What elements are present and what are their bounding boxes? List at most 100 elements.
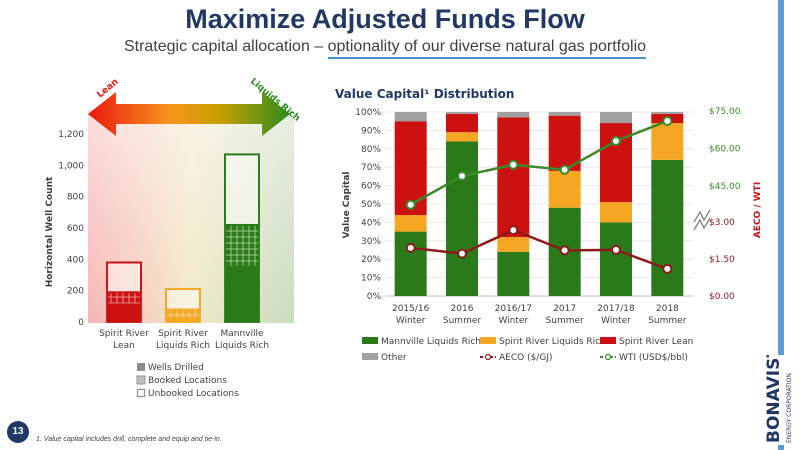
right-y-tick-label: 80% [361, 145, 381, 155]
left-category-label: Liquids Rich [156, 341, 210, 351]
aeco-line [410, 228, 668, 271]
aeco-point [611, 244, 621, 255]
bar-outline [165, 288, 201, 323]
right-secondary-axis: $45.00 $60.00 $75.00 $0.00 $1.50 $3.00 [709, 107, 741, 302]
right-y-tick-label: 30% [361, 237, 381, 247]
bar-other [600, 112, 632, 124]
left-y-tick-label: 200 [67, 287, 84, 297]
right-category-label: Summer [546, 316, 584, 326]
right-category-labels: 2015/16 Winter 2016 Summer 2016/17 Winter 2017… [392, 304, 687, 326]
legend-label-aeco-gj: AECO ($/GJ) [499, 353, 552, 363]
wti-point [559, 164, 570, 175]
bar-mannville-liquids-rich [497, 251, 530, 296]
left-y-tick-label: 600 [67, 224, 84, 234]
bar-booked-locations [107, 292, 141, 304]
bar-other [497, 112, 530, 118]
bar-mannville-liquids-rich [651, 159, 684, 296]
bar-wells-drilled [166, 317, 200, 322]
right-category-label: 2017/18 [597, 304, 635, 314]
bar-other [651, 112, 684, 114]
left-y-tick-label: 1,200 [58, 130, 84, 140]
bar-spirit-river-lean [548, 115, 581, 171]
bar-outline [106, 261, 142, 323]
left-category-label: Spirit River [158, 329, 208, 339]
right-y-tick-label: 100% [355, 108, 381, 118]
aeco-point [508, 225, 519, 236]
right-category-label: Winter [396, 316, 426, 326]
logo-wordmark: BONAVISTA [764, 355, 784, 443]
legend-label-booked: Booked Locations [148, 376, 227, 386]
bar-spirit-river-lean [446, 113, 478, 133]
bar-mannville-liquids-rich [446, 141, 478, 296]
wti-point [405, 199, 416, 210]
bar-other [394, 112, 427, 122]
right-category-label: Winter [601, 316, 631, 326]
bonavista-logo: BONAVISTA ENERGY CORPORATION [754, 355, 798, 445]
bar-spirit-river-lean [497, 117, 530, 238]
left-y-axis: 0 200 400 600 800 1,000 1,200 [58, 130, 84, 328]
right-y-tick-label: 10% [361, 274, 381, 284]
right-y-tick-label: 70% [361, 163, 381, 173]
aeco-tick-label: $1.50 [709, 255, 735, 265]
bar-spirit-river-liquids-rich [497, 237, 530, 252]
bar-mannville-liquids-rich [394, 231, 427, 296]
bar-booked-locations [225, 224, 259, 266]
bar-outline [224, 153, 260, 323]
right-y-axis-title: Value Capital [342, 172, 352, 239]
legend-label-wti-usd-bbl: WTI (USD$/bbl) [619, 353, 688, 363]
right-category-label: 2015/16 [392, 304, 430, 314]
wti-point [457, 171, 467, 181]
right-y2-axis-title: AECO / WTI [753, 182, 763, 238]
legend-swatch-unbooked [136, 388, 146, 398]
bar-wells-drilled [225, 265, 259, 322]
page-number-badge: 13 [7, 421, 29, 443]
legend-swatch-spirit-river-liquids-rich [480, 337, 496, 344]
aeco-tick-label: $0.00 [709, 292, 735, 302]
left-bars [106, 153, 260, 323]
aeco-point [559, 245, 570, 256]
right-y-tick-label: 50% [361, 200, 381, 210]
logo-subtext: ENERGY CORPORATION [786, 373, 793, 443]
left-category-label: Lean [113, 341, 135, 351]
right-y-tick-label: 90% [361, 126, 381, 136]
right-category-label: Summer [648, 316, 686, 326]
legend-swatch-wells-drilled [137, 363, 145, 371]
left-y-tick-label: 800 [67, 193, 84, 203]
legend-swatch-mannville-liquids-rich [362, 337, 378, 344]
right-y-tick-label: 0% [367, 292, 382, 302]
legend-swatch-spirit-river-lean [600, 337, 616, 344]
right-y-tick-label: 40% [361, 218, 381, 228]
left-y-tick-label: 0 [78, 318, 84, 328]
legend-label-spirit-river-liquids-rich: Spirit River Liquids Rich [499, 337, 606, 347]
legend-swatch-other [362, 353, 378, 360]
right-category-label: 2017 [553, 304, 576, 314]
subtitle-lead: Strategic capital allocation – [123, 38, 328, 55]
bar-spirit-river-liquids-rich [600, 202, 632, 223]
bar-other [548, 112, 581, 116]
bar-booked-locations [166, 309, 200, 318]
left-y-tick-label: 1,000 [58, 161, 84, 171]
bar-spirit-river-lean [600, 123, 632, 203]
left-category-label: Spirit River [99, 329, 149, 339]
legend-label-unbooked: Unbooked Locations [148, 389, 239, 399]
right-category-label: 2016 [451, 304, 474, 314]
wti-tick-label: $45.00 [709, 182, 741, 192]
page-title: Maximize Adjusted Funds Flow [185, 4, 585, 34]
aeco-tick-label: $3.00 [709, 218, 735, 228]
left-legend: Wells Drilled Booked Locations Unbooked … [136, 363, 239, 399]
right-category-label: 2018 [656, 304, 679, 314]
bar-spirit-river-liquids-rich [548, 170, 581, 208]
aeco-point [405, 242, 416, 253]
aeco-point [662, 263, 673, 274]
legend-swatch-booked-fill [136, 375, 146, 385]
bar-mannville-liquids-rich [600, 222, 632, 296]
right-category-label: Winter [498, 316, 528, 326]
bar-other [446, 112, 478, 114]
right-chart-title: Value Capital¹ Distribution [335, 87, 514, 101]
left-y-tick-label: 400 [67, 255, 84, 265]
right-category-label: 2016/17 [495, 304, 532, 314]
page-subtitle: Strategic capital allocation – optionali… [0, 38, 770, 59]
right-y-axis: 0% 10% 20% 30% 40% 50% 60% 70% 80% 90% 100% [355, 108, 381, 302]
left-y-axis-title: Horizontal Well Count [45, 176, 55, 287]
